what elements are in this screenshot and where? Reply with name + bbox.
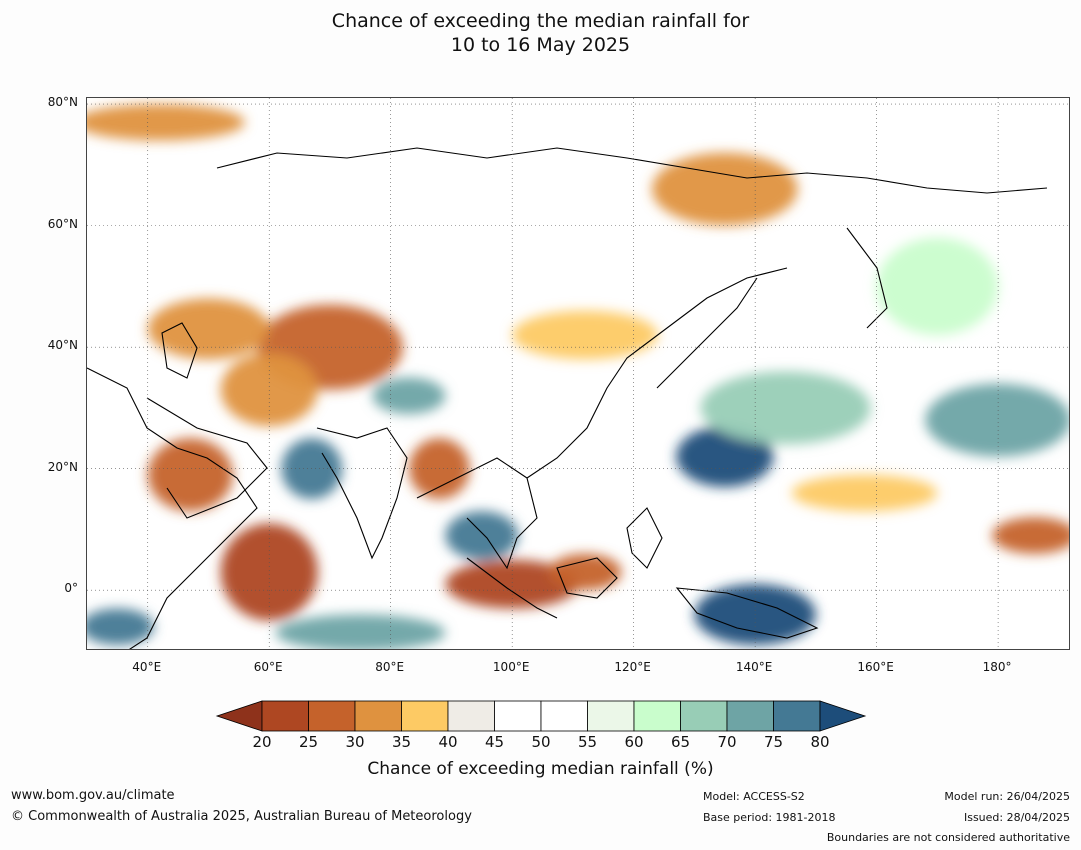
footer-disclaimer: Boundaries are not considered authoritat…: [826, 831, 1070, 844]
colorbar-tick-label: 80: [810, 733, 830, 751]
coastline-sumatra: [466, 557, 558, 619]
region-dry-indonesia: [445, 559, 579, 609]
region-wet-east-pacific: [925, 383, 1069, 457]
footer-website[interactable]: www.bom.gov.au/climate: [11, 788, 175, 803]
colorbar-tick-label: 40: [438, 733, 458, 751]
coastlines: [87, 147, 1048, 649]
footer-copyright: © Commonwealth of Australia 2025, Austra…: [11, 809, 472, 824]
colorbar-bin: [261, 700, 309, 732]
lon-tick-label: 100°E: [492, 660, 530, 674]
chart-title: Chance of exceeding the median rainfall …: [0, 9, 1081, 57]
colorbar-bin: [494, 700, 542, 732]
lon-tick-label: 160°E: [857, 660, 894, 674]
lat-tick-label: 0°: [64, 581, 78, 596]
region-dry-caspian: [147, 298, 270, 360]
colorbar-bin: [401, 700, 449, 732]
rainfall-map: [86, 97, 1070, 650]
colorbar-tick-label: 50: [531, 733, 551, 751]
map-canvas: [87, 98, 1069, 649]
lon-tick-label: 80°E: [375, 660, 405, 674]
region-dry-siberia-east: [651, 152, 798, 226]
coastline-japan: [656, 277, 758, 389]
colorbar-tick-label: 45: [484, 733, 505, 751]
title-line-2: 10 to 16 May 2025: [450, 34, 631, 56]
colorbar: [215, 700, 867, 732]
colorbar-tick-label: 35: [391, 733, 412, 751]
coastline-arctic: [216, 147, 1048, 194]
lon-tick-label: 40°E: [132, 660, 162, 674]
colorbar-bin: [308, 700, 356, 732]
coastline-arabia: [146, 397, 268, 519]
colorbar-bin: [633, 700, 681, 732]
coastline-caspian: [161, 322, 198, 379]
colorbar-tick-label: 70: [717, 733, 737, 751]
coastline-indochina: [416, 457, 538, 570]
lat-tick-label: 80°N: [47, 95, 78, 110]
colorbar-tick-label: 75: [763, 733, 784, 751]
colorbar-label: Chance of exceeding median rainfall (%): [367, 759, 714, 779]
colorbar-bin: [773, 700, 821, 732]
colorbar-bin: [726, 700, 774, 732]
lon-tick-label: 120°E: [614, 660, 651, 674]
region-wet-philippine-sea: [676, 426, 774, 487]
footer-base-period: Base period: 1981-2018: [703, 811, 836, 824]
coastline-new-guinea: [675, 587, 819, 639]
region-dry-pacific-mid: [791, 474, 938, 512]
region-wet-tibet: [372, 377, 446, 414]
region-dry-pacific-east: [992, 517, 1069, 554]
lon-tick-label: 140°E: [735, 660, 773, 674]
lat-tick-label: 40°N: [47, 338, 78, 353]
region-wet-japan-north: [876, 237, 999, 335]
colorbar-tick-label: 25: [298, 733, 319, 751]
colorbar-bin: [587, 700, 635, 732]
coastline-kamchatka: [846, 227, 888, 329]
region-dry-mongolia: [512, 310, 658, 360]
region-dry-somali-sea: [220, 523, 318, 621]
colorbar-upper-extension: [819, 700, 867, 732]
lon-tick-label: 60°E: [253, 660, 283, 674]
colorbar-bin: [354, 700, 402, 732]
region-dry-scandinavia-north: [87, 104, 245, 141]
coastline-philippines: [626, 507, 663, 569]
region-wet-indian-ocean-south: [275, 614, 446, 649]
colorbar-bin: [540, 700, 588, 732]
region-dry-borneo: [548, 553, 622, 591]
lat-tick-label: 20°N: [47, 459, 78, 474]
colorbar-bin: [447, 700, 495, 732]
footer-model-run: Model run: 26/04/2025: [944, 790, 1070, 803]
anomaly-regions: [87, 104, 1069, 649]
colorbar-tick-label: 55: [577, 733, 598, 751]
colorbar-bin: [680, 700, 728, 732]
lat-tick-label: 60°N: [47, 216, 78, 231]
colorbar-tick-label: 60: [624, 733, 644, 751]
coastline-borneo: [556, 557, 618, 599]
graticule: [87, 98, 1069, 649]
lon-tick-label: 180°: [982, 660, 1012, 674]
region-dry-iran: [220, 353, 318, 427]
title-line-1: Chance of exceeding the median rainfall …: [331, 10, 750, 32]
coastline-africa-arabia: [87, 367, 258, 649]
colorbar-lower-extension: [215, 700, 263, 732]
region-wet-west-africa-coast: [87, 608, 154, 645]
coastline-india: [316, 427, 408, 560]
region-dry-arabia: [147, 438, 233, 512]
footer-issued: Issued: 28/04/2025: [963, 811, 1070, 824]
colorbar-tick-label: 65: [670, 733, 691, 751]
coastline-china-east: [526, 267, 788, 479]
footer-model: Model: ACCESS-S2: [703, 790, 805, 803]
colorbar-tick-label: 20: [252, 733, 272, 751]
region-wet-andaman: [445, 511, 519, 560]
region-wet-west-pacific: [700, 371, 871, 445]
colorbar-tick-label: 30: [345, 733, 365, 751]
